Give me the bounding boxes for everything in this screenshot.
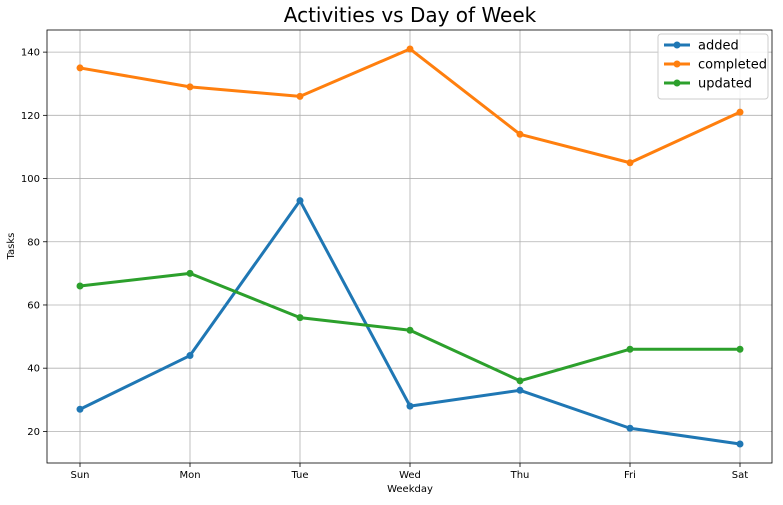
data-point-updated — [76, 282, 84, 290]
series-layer — [76, 45, 744, 448]
legend-label-completed: completed — [698, 58, 767, 73]
legend-label-added: added — [698, 39, 739, 54]
legend-swatch-marker — [673, 79, 681, 87]
x-tick-label: Thu — [510, 470, 530, 481]
data-point-updated — [516, 377, 524, 385]
axes: Sun Mon Tue Wed Thu Fri Sat 20 40 60 80 100 120 140 — [21, 29, 773, 481]
data-point-added — [296, 197, 304, 205]
data-point-added — [406, 402, 414, 410]
x-tick-label: Sat — [732, 470, 748, 481]
data-point-completed — [186, 83, 194, 91]
x-axis-label: Weekday — [387, 484, 433, 495]
x-tick-label: Mon — [179, 470, 200, 481]
y-tick-label: 120 — [21, 111, 40, 122]
data-point-completed — [76, 64, 84, 72]
y-tick-label: 20 — [27, 427, 40, 438]
y-tick-label: 40 — [27, 364, 40, 375]
legend: added completed updated — [657, 33, 769, 100]
data-point-updated — [406, 326, 414, 334]
data-point-added — [626, 424, 634, 432]
plot-frame — [46, 29, 773, 464]
data-point-completed — [406, 45, 414, 53]
data-point-completed — [736, 108, 744, 116]
data-point-added — [736, 440, 744, 448]
x-tick-label: Wed — [399, 470, 421, 481]
y-axis-label: Tasks — [6, 233, 17, 261]
x-tick-label: Sun — [70, 470, 89, 481]
y-tick-label: 80 — [27, 237, 40, 248]
data-point-added — [76, 405, 84, 413]
chart-title: Activities vs Day of Week — [284, 3, 537, 27]
data-point-completed — [516, 130, 524, 138]
data-point-updated — [736, 345, 744, 353]
x-tick-label: Tue — [290, 470, 308, 481]
legend-swatch-marker — [673, 41, 681, 49]
data-point-added — [186, 352, 194, 360]
y-tick-label: 100 — [21, 174, 40, 185]
y-tick-label: 140 — [21, 48, 40, 59]
data-point-completed — [296, 92, 304, 100]
data-point-updated — [186, 269, 194, 277]
data-point-added — [516, 386, 524, 394]
legend-label-updated: updated — [698, 77, 752, 92]
data-point-updated — [296, 314, 304, 322]
legend-swatch-marker — [673, 60, 681, 68]
x-tick-label: Fri — [624, 470, 636, 481]
y-tick-label: 60 — [27, 300, 40, 311]
data-point-completed — [626, 159, 634, 167]
data-point-updated — [626, 345, 634, 353]
